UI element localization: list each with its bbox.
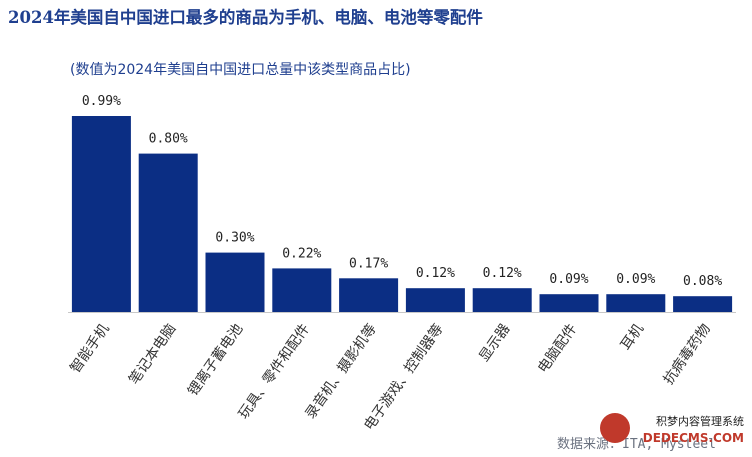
category-label-8: 电脑配件 <box>535 321 580 376</box>
bar-8 <box>539 294 599 312</box>
bar-5 <box>339 278 399 312</box>
data-label-7: 0.12% <box>483 266 522 281</box>
data-label-9: 0.09% <box>616 272 655 287</box>
bar-7 <box>472 288 532 312</box>
data-label-10: 0.08% <box>683 274 722 289</box>
bar-2 <box>138 153 198 312</box>
category-label-2: 笔记本电脑 <box>126 321 179 388</box>
chart-title: 2024年美国自中国进口最多的商品为手机、电脑、电池等零配件 <box>8 8 483 27</box>
data-label-2: 0.80% <box>149 132 188 147</box>
watermark: 积梦内容管理系统 DEDECMS.COM <box>598 409 748 453</box>
chart-subtitle: (数值为2024年美国自中国进口总量中该类型商品占比) <box>70 62 411 78</box>
bar-10 <box>673 296 733 312</box>
data-label-4: 0.22% <box>282 246 321 261</box>
data-label-8: 0.09% <box>549 272 588 287</box>
bar-3 <box>205 252 265 312</box>
watermark-logo-icon <box>600 413 630 443</box>
watermark-line2: DEDECMS.COM <box>642 431 744 445</box>
bar-4 <box>272 268 332 312</box>
data-label-1: 0.99% <box>82 94 121 109</box>
category-label-1: 智能手机 <box>67 321 112 376</box>
category-label-9: 耳机 <box>618 321 647 353</box>
bar-6 <box>405 288 465 312</box>
category-label-7: 显示器 <box>476 321 513 365</box>
source-note: 数据来源：ITA, Mysteel <box>557 437 716 452</box>
bar-9 <box>606 294 666 312</box>
data-label-3: 0.30% <box>215 231 254 246</box>
bar-1 <box>71 116 131 312</box>
category-label-4: 玩具、零件和配件 <box>236 321 313 422</box>
category-label-10: 抗病毒药物 <box>661 321 714 388</box>
data-label-5: 0.17% <box>349 256 388 271</box>
watermark-line1: 积梦内容管理系统 <box>656 415 744 428</box>
category-label-3: 锂离子蓄电池 <box>184 321 246 400</box>
data-label-6: 0.12% <box>416 266 455 281</box>
category-label-5: 录音机、摄影机等 <box>302 321 380 422</box>
